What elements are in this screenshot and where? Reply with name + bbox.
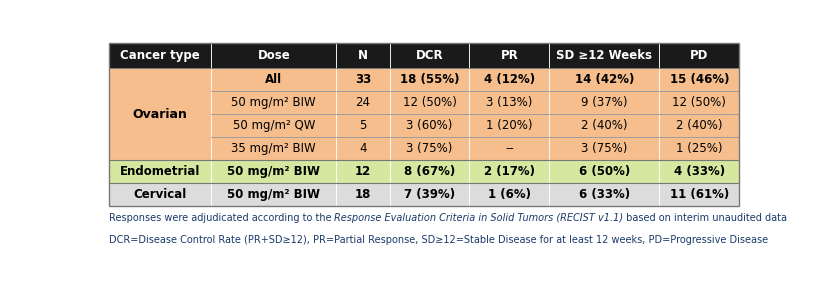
Bar	[337, 43, 390, 68]
Bar	[108, 68, 211, 160]
Text: 2 (40%): 2 (40%)	[676, 119, 723, 132]
Bar	[659, 160, 739, 183]
Text: 2 (17%): 2 (17%)	[484, 165, 535, 178]
Bar	[659, 137, 739, 160]
Text: PR: PR	[500, 49, 519, 62]
Bar	[337, 91, 390, 114]
Bar	[390, 68, 470, 91]
Text: 50 mg/m² QW: 50 mg/m² QW	[232, 119, 315, 132]
Text: --: --	[505, 142, 514, 155]
Text: 9 (37%): 9 (37%)	[581, 96, 628, 109]
Text: Dose: Dose	[257, 49, 290, 62]
Text: 12 (50%): 12 (50%)	[403, 96, 457, 109]
Bar	[549, 183, 659, 206]
Text: Endometrial: Endometrial	[120, 165, 200, 178]
Text: DCR: DCR	[416, 49, 443, 62]
Text: 1 (6%): 1 (6%)	[488, 188, 531, 201]
Text: 35 mg/m² BIW: 35 mg/m² BIW	[232, 142, 316, 155]
Text: 4 (12%): 4 (12%)	[484, 74, 535, 86]
Text: 1 (25%): 1 (25%)	[676, 142, 723, 155]
Bar	[337, 68, 390, 91]
Bar	[549, 91, 659, 114]
Text: Response Evaluation Criteria in Solid Tumors (RECIST v1.1): Response Evaluation Criteria in Solid Tu…	[334, 213, 624, 223]
Text: 24: 24	[356, 96, 370, 109]
Bar	[659, 91, 739, 114]
Bar	[549, 114, 659, 137]
Text: 1 (20%): 1 (20%)	[486, 119, 533, 132]
Bar	[390, 114, 470, 137]
Bar	[108, 183, 211, 206]
Bar	[211, 114, 337, 137]
Bar	[211, 68, 337, 91]
Bar	[211, 160, 337, 183]
Text: Ovarian: Ovarian	[132, 108, 187, 121]
Bar	[549, 68, 659, 91]
Bar	[337, 114, 390, 137]
Text: 5: 5	[360, 119, 366, 132]
Bar	[211, 43, 337, 68]
Text: Responses were adjudicated according to the: Responses were adjudicated according to …	[108, 213, 334, 223]
Text: 50 mg/m² BIW: 50 mg/m² BIW	[232, 96, 316, 109]
Bar	[549, 160, 659, 183]
Text: N: N	[358, 49, 368, 62]
Bar	[470, 160, 549, 183]
Text: 6 (33%): 6 (33%)	[579, 188, 630, 201]
Bar	[337, 160, 390, 183]
Bar	[659, 114, 739, 137]
Bar	[211, 91, 337, 114]
Text: 8 (67%): 8 (67%)	[404, 165, 455, 178]
Bar	[337, 137, 390, 160]
Bar	[337, 183, 390, 206]
Text: PD: PD	[690, 49, 709, 62]
Bar	[470, 68, 549, 91]
Text: 2 (40%): 2 (40%)	[581, 119, 628, 132]
Bar	[470, 114, 549, 137]
Text: SD ≥12 Weeks: SD ≥12 Weeks	[557, 49, 653, 62]
Text: 3 (75%): 3 (75%)	[581, 142, 628, 155]
Text: 4 (33%): 4 (33%)	[674, 165, 724, 178]
Text: based on interim unaudited data: based on interim unaudited data	[624, 213, 787, 223]
Text: 14 (42%): 14 (42%)	[575, 74, 634, 86]
Text: 11 (61%): 11 (61%)	[670, 188, 729, 201]
Text: 3 (60%): 3 (60%)	[406, 119, 452, 132]
Bar	[390, 183, 470, 206]
Text: 3 (13%): 3 (13%)	[486, 96, 533, 109]
Text: Cancer type: Cancer type	[120, 49, 199, 62]
Text: 3 (75%): 3 (75%)	[406, 142, 452, 155]
Bar	[390, 137, 470, 160]
Bar	[659, 183, 739, 206]
Bar	[470, 91, 549, 114]
Text: 12: 12	[355, 165, 371, 178]
Text: 6 (50%): 6 (50%)	[579, 165, 630, 178]
Text: Cervical: Cervical	[133, 188, 186, 201]
Bar	[390, 160, 470, 183]
Text: 4: 4	[359, 142, 367, 155]
Bar	[390, 43, 470, 68]
Bar	[549, 43, 659, 68]
Bar	[549, 137, 659, 160]
Bar	[390, 91, 470, 114]
Text: 18: 18	[355, 188, 371, 201]
Text: 7 (39%): 7 (39%)	[404, 188, 455, 201]
Text: 15 (46%): 15 (46%)	[670, 74, 729, 86]
Bar	[659, 43, 739, 68]
Bar	[470, 137, 549, 160]
Text: 50 mg/m² BIW: 50 mg/m² BIW	[227, 188, 320, 201]
Bar	[108, 160, 211, 183]
Text: DCR=Disease Control Rate (PR+SD≥12), PR=Partial Response, SD≥12=Stable Disease f: DCR=Disease Control Rate (PR+SD≥12), PR=…	[108, 235, 767, 245]
Bar	[211, 137, 337, 160]
Text: 18 (55%): 18 (55%)	[399, 74, 459, 86]
Text: 33: 33	[355, 74, 371, 86]
Text: 50 mg/m² BIW: 50 mg/m² BIW	[227, 165, 320, 178]
Bar	[470, 43, 549, 68]
Bar	[211, 183, 337, 206]
Bar	[659, 68, 739, 91]
Text: 12 (50%): 12 (50%)	[672, 96, 726, 109]
Bar	[108, 43, 739, 206]
Bar	[470, 183, 549, 206]
Text: All: All	[265, 74, 282, 86]
Bar	[108, 43, 211, 68]
